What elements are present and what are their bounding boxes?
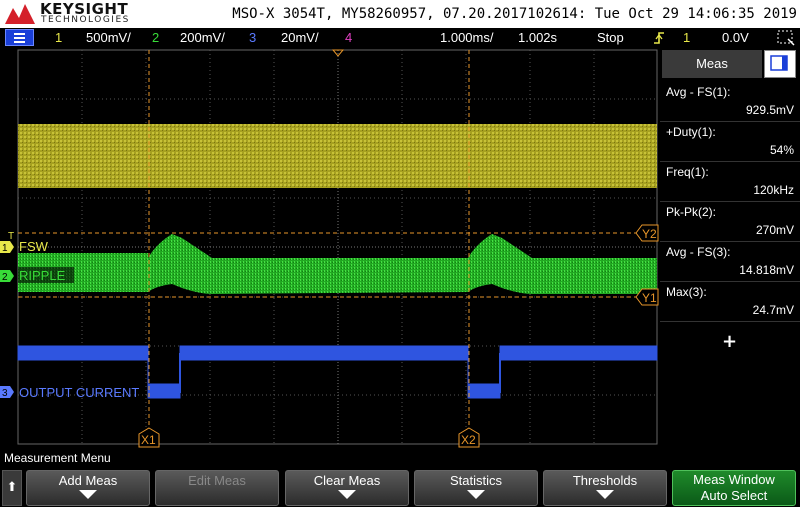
measurement-value: 929.5mV [745,103,794,117]
softkey-menu-title: Measurement Menu [0,448,800,468]
window-icon [770,55,788,71]
ch4-number[interactable]: 4 [345,30,353,45]
main-menu-button[interactable] [5,29,34,46]
label-output-current: OUTPUT CURRENT [19,385,139,400]
measurement-label: Freq(1): [666,165,709,179]
ch2-scale[interactable]: 200mV/ [180,30,225,45]
cursor-y1-tag[interactable]: Y1 [635,288,659,306]
menu-up-button[interactable]: ⬆ [2,470,22,506]
down-arrow-icon [79,490,97,499]
ch3-number[interactable]: 3 [249,30,257,45]
meas-window-label: Meas Window [693,472,775,487]
cursor-x2-tag[interactable]: X2 [458,427,480,448]
measurement-row[interactable]: Pk-Pk(2): 270mV [660,202,800,242]
run-state[interactable]: Stop [597,30,624,45]
svg-text:1: 1 [2,243,8,254]
instrument-info: MSO-X 3054T, MY58260957, 07.20.201710261… [232,6,797,22]
measurement-value: 120kHz [753,183,794,197]
ch2-waveform [18,234,657,294]
add-meas-label: Add Meas [58,473,118,488]
measurement-value: 24.7mV [752,303,794,317]
svg-text:T: T [8,231,14,242]
ch2-number[interactable]: 2 [152,30,160,45]
measurement-value: 270mV [755,223,794,237]
measurement-row[interactable]: Max(3): 24.7mV [660,282,800,322]
meas-window-icon[interactable] [764,50,796,78]
measurement-label: Max(3): [666,285,707,299]
menu-icon [14,33,25,43]
measurement-label: +Duty(1): [666,125,716,139]
measurement-row[interactable]: Freq(1): 120kHz [660,162,800,202]
measurement-panel: Meas Avg - FS(1): 929.5mV +Duty(1): 54% … [660,48,800,448]
waveform-display[interactable]: X1 X2 Y2 Y1 T 1 2 3 FSW RIPPLE OUTPUT CU… [0,48,660,448]
svg-text:Y2: Y2 [642,227,657,241]
brand-name: KEYSIGHT [40,0,129,18]
brand-subtitle: TECHNOLOGIES [41,15,130,25]
cursor-y2-tag[interactable]: Y2 [635,224,659,242]
svg-text:2: 2 [2,272,8,283]
ch3-scale[interactable]: 20mV/ [281,30,319,45]
thresholds-button[interactable]: Thresholds [543,470,667,506]
ch3-waveform [17,345,658,399]
meas-window-button[interactable]: Meas Window Auto Select [672,470,796,506]
trigger-edge-icon [654,32,664,44]
ch2-ground-marker[interactable]: 2 [0,270,14,283]
ch1-scale[interactable]: 500mV/ [86,30,131,45]
clear-meas-label: Clear Meas [313,473,381,488]
ch1-waveform [18,124,657,188]
add-measurement-plus-icon[interactable]: + [722,331,738,352]
down-arrow-icon [338,490,356,499]
keysight-logo-icon [5,4,35,24]
svg-text:X1: X1 [141,433,156,447]
measurement-label: Pk-Pk(2): [666,205,717,219]
add-meas-button[interactable]: Add Meas [26,470,150,506]
measurement-value: 14.818mV [739,263,794,277]
measurement-row[interactable]: Avg - FS(3): 14.818mV [660,242,800,282]
statistics-label: Statistics [449,473,502,488]
label-ripple: RIPPLE [19,268,66,283]
ch3-ground-marker[interactable]: 3 [0,386,14,399]
measurement-label: Avg - FS(3): [666,245,731,259]
label-fsw: FSW [19,239,49,254]
down-arrow-icon [467,490,485,499]
edit-meas-label: Edit Meas [188,473,246,488]
trigger-level[interactable]: 0.0V [722,30,749,45]
trigger-level-marker[interactable]: T [8,231,14,242]
measurement-row[interactable]: +Duty(1): 54% [660,122,800,162]
measurement-row[interactable]: Avg - FS(1): 929.5mV [660,82,800,122]
meas-tab[interactable]: Meas [662,50,762,78]
channel-status-bar: 1 500mV/ 2 200mV/ 3 20mV/ 4 1.000ms/ 1.0… [0,28,800,48]
svg-text:X2: X2 [461,433,476,447]
trigger-source[interactable]: 1 [683,30,691,45]
meas-window-mode: Auto Select [700,488,768,503]
selection-icon[interactable] [776,29,796,47]
measurement-value: 54% [769,143,794,157]
clear-meas-button[interactable]: Clear Meas [285,470,409,506]
edit-meas-button[interactable]: Edit Meas [155,470,279,506]
down-arrow-icon [596,490,614,499]
timebase[interactable]: 1.000ms/ [440,30,494,45]
measurement-label: Avg - FS(1): [666,85,731,99]
svg-text:Y1: Y1 [642,291,657,305]
statistics-button[interactable]: Statistics [414,470,538,506]
delay[interactable]: 1.002s [518,30,558,45]
cursor-x1-tag[interactable]: X1 [138,427,160,448]
ch1-number[interactable]: 1 [55,30,63,45]
svg-text:3: 3 [2,388,8,399]
title-bar: KEYSIGHT TECHNOLOGIES MSO-X 3054T, MY582… [0,0,800,28]
thresholds-label: Thresholds [572,473,638,488]
ch1-ground-marker[interactable]: 1 [0,241,14,254]
